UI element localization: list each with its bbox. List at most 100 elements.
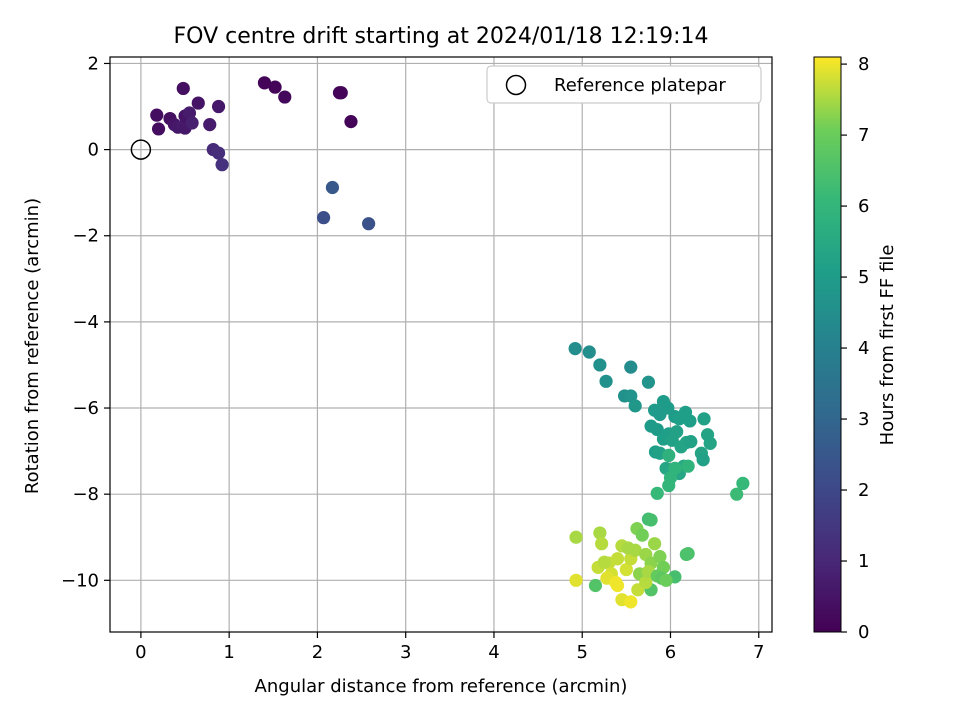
data-point (588, 578, 603, 593)
data-point (599, 374, 613, 388)
data-point (730, 487, 744, 501)
x-tick-label: 2 (312, 642, 323, 663)
reference-marker-layer (130, 139, 152, 160)
data-point (683, 414, 697, 428)
data-point (257, 76, 272, 90)
data-point (635, 528, 649, 542)
colorbar-label: Hours from first FF file (877, 245, 898, 446)
data-point (593, 358, 607, 372)
data-point (624, 360, 638, 374)
x-tick-label: 4 (488, 642, 499, 663)
data-point (278, 90, 292, 104)
data-point (593, 526, 607, 540)
colorbar-tick-label: 3 (858, 409, 869, 430)
colorbar-tick-label: 8 (858, 54, 869, 75)
data-point (344, 115, 358, 129)
data-point (325, 180, 340, 195)
x-tick-label: 1 (223, 642, 234, 663)
data-point (211, 99, 226, 114)
y-tick-label: 0 (88, 140, 99, 161)
data-point (644, 513, 658, 527)
data-point (176, 81, 190, 96)
legend-marker-icon (505, 74, 527, 96)
colorbar-tick-label: 5 (858, 267, 869, 288)
data-point (317, 211, 331, 225)
data-points (150, 76, 750, 609)
data-point (610, 552, 625, 566)
data-point (597, 555, 611, 569)
data-point (569, 573, 583, 587)
y-tick-label: 2 (88, 53, 99, 74)
data-point (681, 547, 695, 561)
data-point (582, 345, 596, 359)
data-point (619, 562, 633, 577)
colorbar-tick-label: 6 (858, 196, 869, 217)
data-point (697, 412, 711, 426)
colorbar-ticks: 0 1 2 3 4 5 6 7 8 (841, 54, 869, 643)
data-point (650, 422, 664, 437)
x-axis-label: Angular distance from reference (arcmin) (255, 676, 628, 697)
x-tick-label: 3 (400, 642, 411, 663)
data-point (662, 478, 676, 493)
x-tick-label: 5 (577, 642, 588, 663)
x-tick-label: 7 (753, 642, 764, 663)
data-point (150, 108, 164, 122)
y-tick-label: −4 (72, 312, 99, 333)
legend-entry-reference-platepar: Reference platepar (554, 75, 726, 96)
plot-area: 0 1 2 3 4 5 6 7 2 0 −2 −4 −6 −8 −10 (61, 53, 773, 663)
data-point (595, 537, 609, 551)
y-axis-ticks: 2 0 −2 −4 −6 −8 −10 (61, 53, 110, 591)
data-point (621, 541, 635, 555)
colorbar-tick-label: 0 (858, 622, 869, 643)
data-point (662, 448, 676, 463)
x-tick-label: 0 (135, 642, 146, 663)
data-point (670, 425, 684, 439)
data-point (624, 389, 638, 403)
data-point (650, 486, 664, 500)
legend: Reference platepar (486, 65, 762, 104)
legend-box (486, 65, 762, 104)
x-axis-ticks: 0 1 2 3 4 5 6 7 (135, 632, 764, 663)
reference-platepar-marker (130, 139, 152, 160)
data-point (191, 96, 205, 110)
data-point (703, 436, 717, 450)
data-point (639, 575, 653, 590)
plot-frame (109, 56, 773, 633)
data-point (659, 573, 673, 587)
data-point (211, 146, 226, 160)
data-point (185, 116, 199, 130)
data-point (362, 217, 376, 231)
data-point (151, 122, 166, 136)
colorbar-tick-label: 7 (858, 125, 869, 146)
data-point (684, 435, 698, 449)
colorbar-tick-label: 1 (858, 551, 869, 572)
data-point (681, 459, 695, 473)
data-point (736, 476, 750, 491)
colorbar-tick-label: 4 (858, 338, 869, 359)
data-point (569, 530, 583, 544)
y-tick-label: −10 (61, 570, 99, 591)
chart-title: FOV centre drift starting at 2024/01/18 … (174, 24, 709, 49)
data-point (203, 118, 217, 132)
colorbar-gradient (813, 56, 842, 633)
data-point (215, 158, 229, 172)
y-tick-label: −6 (72, 398, 99, 419)
data-point (628, 399, 642, 413)
data-point (609, 575, 623, 590)
data-point (268, 80, 282, 94)
data-point (182, 106, 197, 120)
colorbar-tick-label: 2 (858, 480, 869, 501)
data-point (648, 537, 662, 551)
colorbar: 0 1 2 3 4 5 6 7 8 Hours from first FF file (813, 54, 898, 643)
y-axis-label: Rotation from reference (arcmin) (22, 198, 43, 494)
data-point (624, 595, 638, 609)
data-point (334, 86, 348, 100)
data-point (653, 550, 667, 564)
y-tick-label: −2 (72, 226, 99, 247)
grid-lines (110, 57, 772, 632)
data-point (641, 375, 656, 389)
data-point (696, 453, 710, 467)
data-point (568, 341, 582, 356)
x-tick-label: 6 (665, 642, 676, 663)
